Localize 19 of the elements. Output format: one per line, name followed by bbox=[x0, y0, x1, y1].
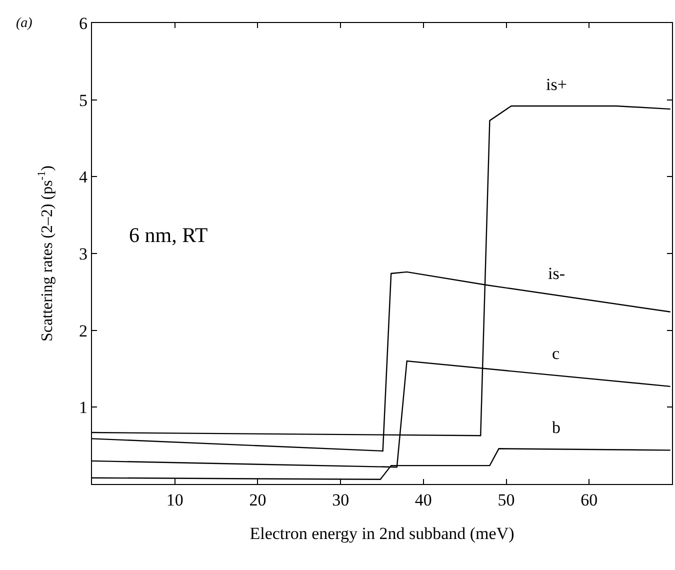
y-tick-label: 1 bbox=[79, 398, 88, 418]
series-label: is+ bbox=[546, 75, 567, 94]
series-label: c bbox=[552, 344, 560, 363]
text: (a) bbox=[16, 16, 33, 31]
x-axis-title: Electron energy in 2nd subband (meV) bbox=[250, 524, 514, 543]
x-tick-label: 30 bbox=[332, 490, 350, 510]
x-tick-label: 20 bbox=[249, 490, 266, 510]
annotation: 6 nm, RT bbox=[129, 223, 208, 247]
x-tick-label: 40 bbox=[414, 490, 432, 510]
y-tick-label: 2 bbox=[79, 321, 88, 340]
y-tick-label: 3 bbox=[79, 244, 88, 264]
x-tick-label: 10 bbox=[166, 490, 184, 510]
y-tick-label: 6 bbox=[79, 14, 88, 33]
x-tick-label: 50 bbox=[498, 490, 515, 510]
series-label: is- bbox=[548, 264, 566, 283]
x-tick-label: 60 bbox=[580, 490, 598, 510]
series-label: b bbox=[552, 418, 560, 437]
y-tick-label: 5 bbox=[79, 90, 88, 110]
y-tick-label: 4 bbox=[79, 168, 88, 187]
